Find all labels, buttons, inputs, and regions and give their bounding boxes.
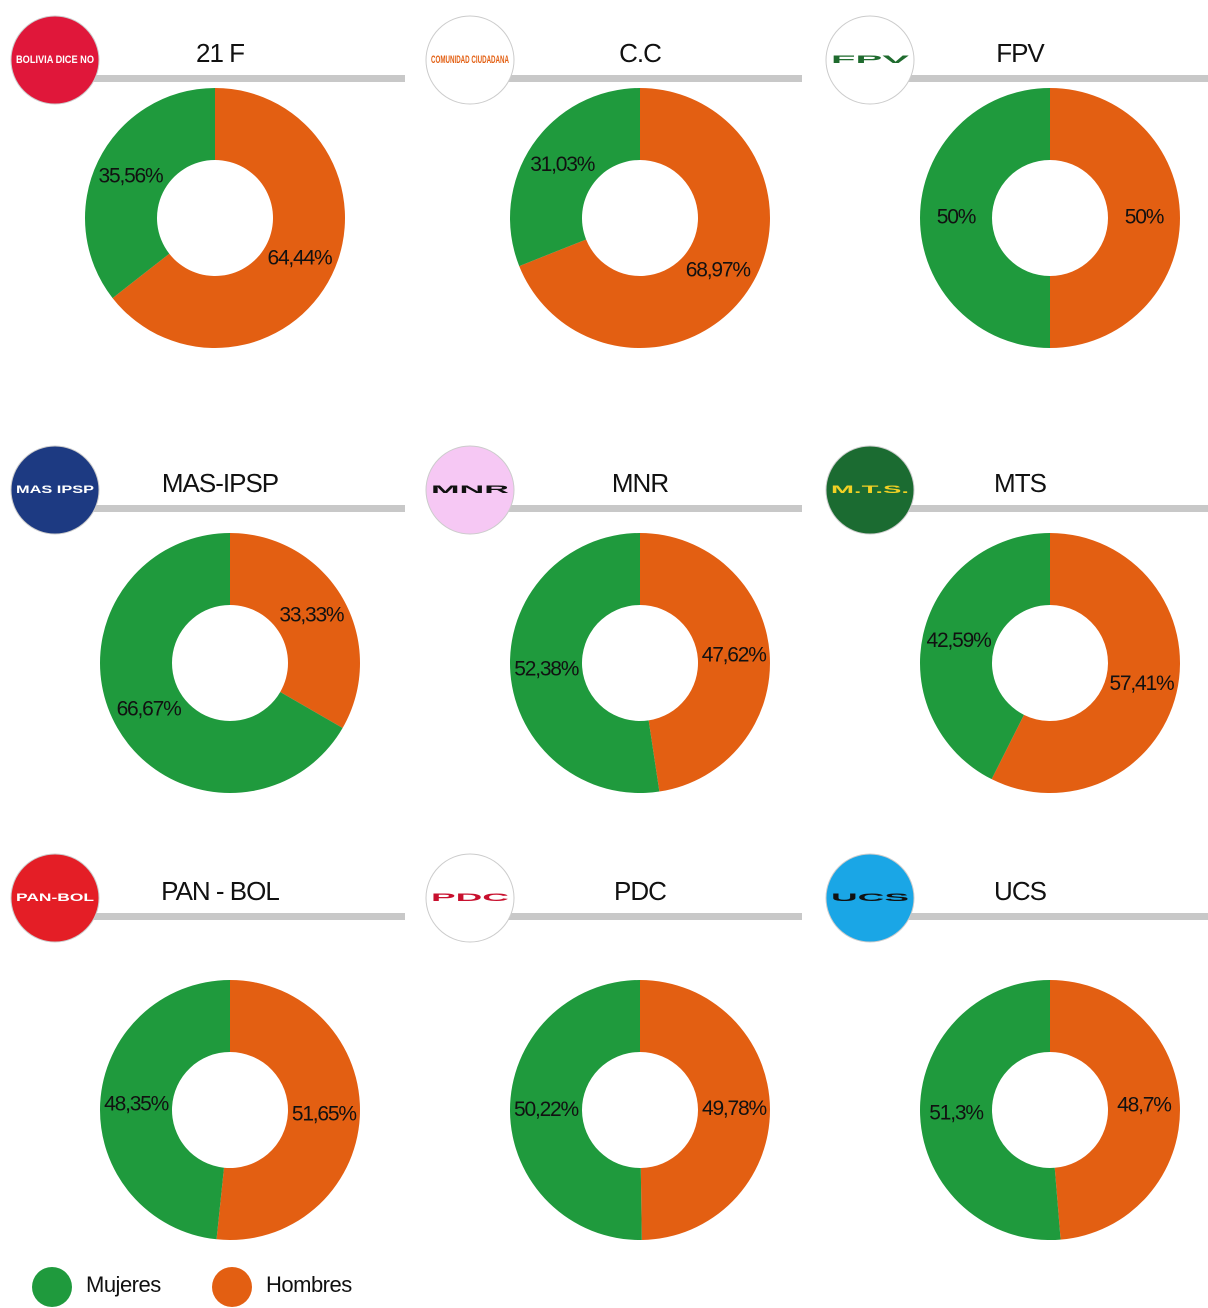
value-label: 33,33% (279, 604, 344, 627)
logo-text: MAS IPSP (16, 484, 94, 496)
donut-segment (919, 533, 1050, 780)
chart-title: PDC (614, 876, 666, 906)
donut-segment (510, 88, 640, 267)
donut-segment (112, 88, 345, 348)
value-label: 31,03% (530, 153, 595, 176)
chart-title: C.C (619, 38, 661, 68)
value-label: 42,59% (927, 629, 992, 652)
title-rule (485, 75, 802, 82)
chart-title: MAS-IPSP (162, 468, 278, 498)
value-label: 35,56% (98, 164, 163, 187)
value-label: 68,97% (686, 258, 751, 281)
legend-label: Mujeres (86, 1272, 161, 1297)
title-rule (60, 75, 405, 82)
chart-title: FPV (996, 38, 1045, 68)
party-logo (825, 445, 915, 535)
value-label: 52,38% (514, 658, 579, 681)
party-logo (425, 15, 515, 105)
value-label: 48,35% (104, 1093, 169, 1116)
title-rule (880, 913, 1208, 920)
logo-text: COMUNIDAD CIUDADANA (431, 54, 509, 66)
donut-segment (216, 980, 361, 1240)
title-rule (60, 505, 405, 512)
donut-segment (920, 88, 1050, 348)
logo-text: FPV (831, 54, 911, 66)
donut-segment (85, 87, 215, 299)
value-label: 47,62% (702, 644, 767, 667)
donut-segment (640, 980, 770, 1240)
donut-segment (509, 980, 642, 1240)
logo-text: PAN-BOL (16, 892, 94, 904)
value-label: 66,67% (117, 698, 182, 721)
title-rule (60, 913, 405, 920)
donut-chart: MNR MNR 47,62% 52,38% (425, 445, 802, 793)
legend-swatch (212, 1267, 252, 1307)
donut-chart: PDC PDC 49,78% 50,22% (425, 853, 802, 1240)
donut-chart: UCS UCS 48,7% 51,3% (825, 853, 1208, 1240)
donut-segment (100, 980, 231, 1240)
chart-title: UCS (994, 876, 1047, 906)
party-logo (425, 445, 515, 535)
donut-chart: BOLIVIA DICE NO 21 F 64,44% 35,56% (10, 15, 405, 348)
party-logo (825, 853, 915, 943)
donut-segment (1050, 980, 1180, 1240)
donut-segment (919, 980, 1061, 1240)
donut-segment (510, 533, 660, 793)
logo-text: BOLIVIA DICE NO (16, 54, 94, 66)
donut-segment (1050, 88, 1180, 348)
donut-chart: FPV FPV 50% 50% (825, 15, 1208, 348)
donut-chart: COMUNIDAD CIUDADANA C.C 68,97% 31,03% (425, 15, 802, 348)
value-label: 51,65% (292, 1102, 357, 1125)
title-rule (880, 505, 1208, 512)
legend-label: Hombres (266, 1272, 352, 1297)
title-rule (485, 505, 802, 512)
value-label: 50% (937, 206, 976, 229)
donut-segment (230, 533, 361, 728)
value-label: 64,44% (267, 247, 332, 270)
logo-text: MNR (431, 484, 509, 496)
value-label: 50% (1125, 206, 1164, 229)
party-logo (10, 15, 100, 105)
donut-chart: PAN-BOL PAN - BOL 51,65% 48,35% (10, 853, 405, 1240)
chart-title: 21 F (196, 38, 244, 68)
value-label: 50,22% (514, 1098, 579, 1121)
value-label: 48,7% (1117, 1094, 1171, 1117)
party-logo (425, 853, 515, 943)
logo-text: PDC (431, 892, 509, 904)
value-label: 51,3% (929, 1101, 983, 1124)
party-logo (10, 853, 100, 943)
legend-swatch (32, 1267, 72, 1307)
value-label: 57,41% (1109, 672, 1174, 695)
title-rule (880, 75, 1208, 82)
party-logo (10, 445, 100, 535)
donut-chart: M.T.S. MTS 57,41% 42,59% (825, 445, 1208, 793)
donut-chart: MAS IPSP MAS-IPSP 33,33% 66,67% (10, 445, 405, 793)
logo-text: M.T.S. (831, 484, 909, 496)
donut-segment (100, 533, 343, 793)
party-logo (825, 15, 915, 105)
donut-segment (991, 533, 1181, 793)
value-label: 49,78% (702, 1097, 767, 1120)
donut-segment (640, 533, 771, 792)
logo-text: UCS (831, 892, 909, 904)
donut-segment (519, 88, 770, 348)
chart-title: MTS (994, 468, 1047, 498)
chart-title: PAN - BOL (161, 876, 279, 906)
title-rule (485, 913, 802, 920)
chart-title: MNR (612, 468, 668, 498)
